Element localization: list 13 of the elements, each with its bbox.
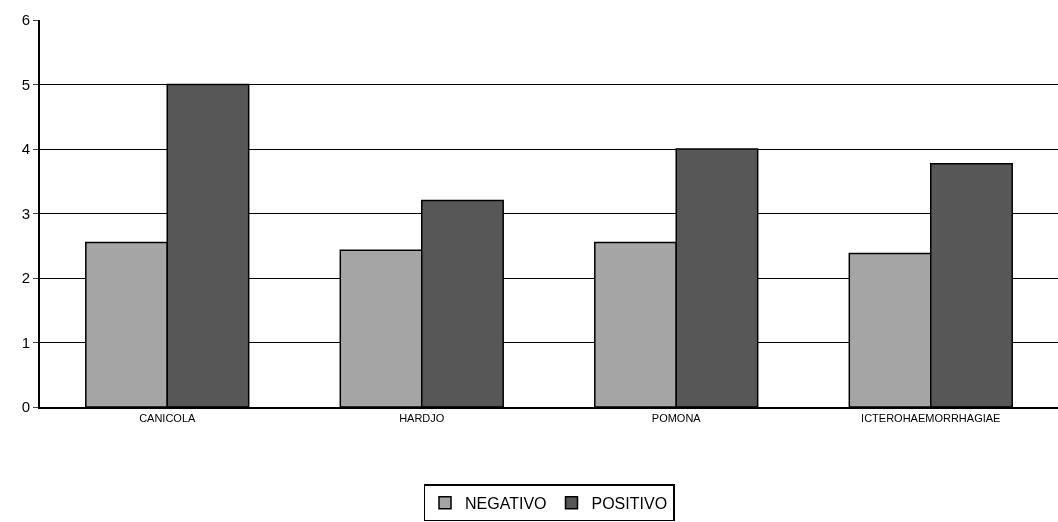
y-tick-label: 6: [21, 11, 30, 29]
legend-label: NEGATIVO: [465, 495, 547, 513]
y-tick-label: 0: [21, 398, 30, 416]
y-tick-label: 4: [21, 140, 30, 158]
y-tick-label: 2: [21, 269, 30, 287]
x-tick-label: POMONA: [651, 412, 702, 425]
y-tick-label: 3: [21, 204, 30, 222]
x-tick-label: HARDJO: [399, 412, 445, 425]
legend-label: POSITIVO: [591, 495, 668, 513]
x-tick-label: CANICOLA: [139, 412, 197, 425]
y-tick-label: 5: [21, 75, 30, 93]
x-tick-label: ICTEROHAEMORRHAGIAE: [861, 412, 1001, 425]
y-tick-label: 1: [21, 333, 30, 351]
